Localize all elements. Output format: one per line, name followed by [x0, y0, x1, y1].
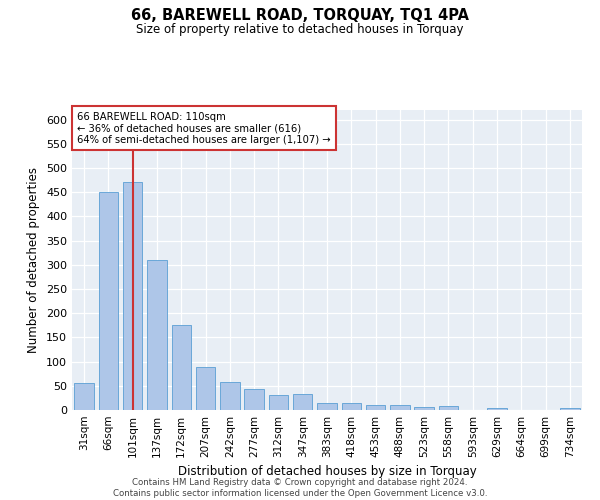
- Text: 66, BAREWELL ROAD, TORQUAY, TQ1 4PA: 66, BAREWELL ROAD, TORQUAY, TQ1 4PA: [131, 8, 469, 22]
- Bar: [244, 389, 264, 410]
- Bar: [293, 394, 313, 410]
- Bar: [341, 402, 361, 410]
- Bar: [196, 368, 215, 410]
- X-axis label: Distribution of detached houses by size in Torquay: Distribution of detached houses by size …: [178, 466, 476, 478]
- Bar: [123, 182, 142, 410]
- Y-axis label: Number of detached properties: Number of detached properties: [28, 167, 40, 353]
- Bar: [560, 408, 580, 410]
- Bar: [366, 405, 385, 410]
- Text: 66 BAREWELL ROAD: 110sqm
← 36% of detached houses are smaller (616)
64% of semi-: 66 BAREWELL ROAD: 110sqm ← 36% of detach…: [77, 112, 331, 144]
- Bar: [390, 405, 410, 410]
- Bar: [99, 192, 118, 410]
- Bar: [317, 402, 337, 410]
- Bar: [269, 396, 288, 410]
- Bar: [172, 325, 191, 410]
- Text: Size of property relative to detached houses in Torquay: Size of property relative to detached ho…: [136, 22, 464, 36]
- Bar: [147, 260, 167, 410]
- Bar: [74, 384, 94, 410]
- Bar: [487, 408, 507, 410]
- Bar: [415, 406, 434, 410]
- Bar: [220, 382, 239, 410]
- Bar: [439, 406, 458, 410]
- Text: Contains HM Land Registry data © Crown copyright and database right 2024.
Contai: Contains HM Land Registry data © Crown c…: [113, 478, 487, 498]
